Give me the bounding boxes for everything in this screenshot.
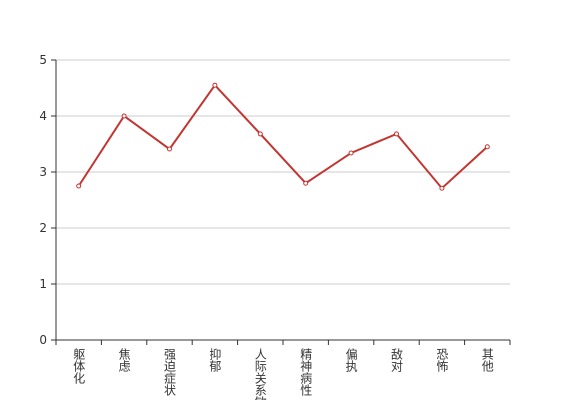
- x-tick-label: 偏执: [344, 347, 358, 373]
- y-tick-label: 0: [39, 333, 47, 347]
- x-tick-label: 焦虑: [117, 348, 131, 372]
- line: [77, 83, 488, 190]
- point: [212, 82, 218, 88]
- point: [348, 150, 354, 156]
- x-tick-label: 人际关系敏感: [253, 348, 267, 400]
- x-tick-label: 敌对: [390, 347, 404, 372]
- x-tick-label: 强迫症状: [163, 348, 177, 396]
- point: [121, 113, 127, 119]
- y-tick-label: 1: [39, 277, 47, 291]
- x-tick-label: 抑郁: [208, 347, 222, 373]
- y-tick-label: 3: [39, 165, 47, 179]
- point: [484, 144, 490, 150]
- point: [167, 146, 172, 152]
- point: [439, 185, 445, 191]
- point: [303, 180, 309, 186]
- point: [76, 183, 82, 189]
- x-tick-label: 躯体化: [72, 347, 86, 385]
- point: [394, 131, 399, 137]
- point: [257, 131, 263, 137]
- y-tick-label: 5: [39, 53, 47, 67]
- y-tick-label: 4: [39, 109, 47, 123]
- x-tick-label: 恐怖: [435, 348, 449, 372]
- x-tick-label: 其他: [480, 348, 494, 372]
- x-tick-label: 精神病性: [299, 348, 313, 397]
- y-tick-label: 2: [39, 221, 47, 235]
